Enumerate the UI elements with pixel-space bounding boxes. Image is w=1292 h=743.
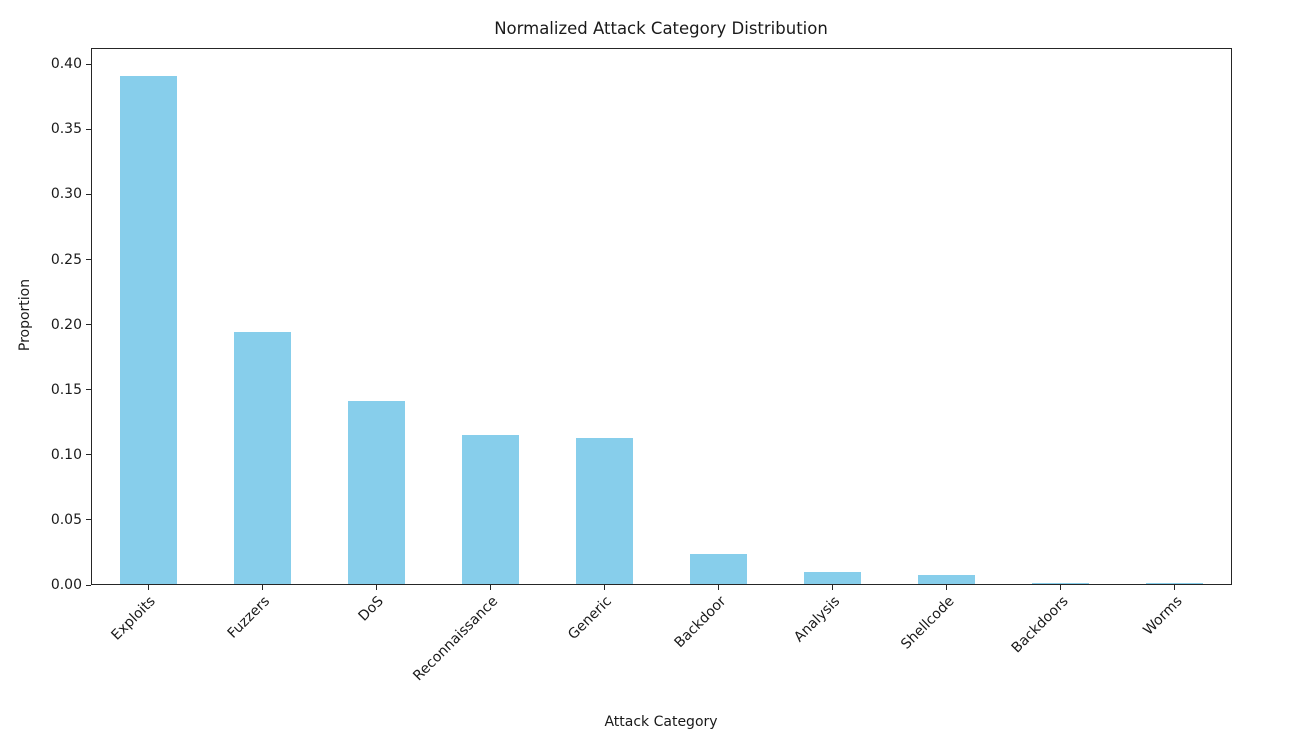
x-tick: [718, 585, 720, 590]
y-tick-label: 0.05: [50, 511, 82, 528]
x-tick-label: Fuzzers: [224, 593, 273, 642]
x-tick: [1060, 585, 1062, 590]
x-tick: [832, 585, 834, 590]
x-tick: [375, 585, 377, 590]
x-tick-label: Worms: [1140, 593, 1186, 639]
x-tick-label: Exploits: [108, 593, 159, 644]
x-tick-label: Generic: [565, 593, 616, 644]
y-tick-label: 0.15: [50, 381, 82, 398]
chart-title: Normalized Attack Category Distribution: [494, 19, 828, 38]
x-tick-label: Backdoors: [1008, 593, 1072, 657]
y-tick-label: 0.00: [50, 577, 82, 593]
y-tick-label: 0.25: [50, 251, 82, 268]
x-tick: [1174, 585, 1176, 590]
x-tick: [147, 585, 149, 590]
x-tick-label: Analysis: [791, 593, 844, 646]
y-tick-label: 0.40: [50, 56, 82, 73]
x-tick: [261, 585, 263, 590]
y-tick-label: 0.30: [50, 186, 82, 203]
x-tick: [603, 585, 605, 590]
x-tick: [489, 585, 491, 590]
x-tick-label: Reconnaissance: [410, 593, 501, 685]
y-tick-label: 0.35: [50, 121, 82, 138]
x-tick-label: DoS: [355, 593, 387, 625]
x-tick-label: Shellcode: [898, 593, 958, 653]
y-tick-label: 0.20: [50, 316, 82, 333]
x-tick-label: Backdoor: [671, 593, 730, 652]
x-tick: [946, 585, 948, 590]
x-axis-label: Attack Category: [604, 714, 718, 730]
plot-area: [91, 48, 1232, 585]
y-axis-label: Proportion: [17, 278, 33, 352]
y-tick-label: 0.10: [50, 446, 82, 463]
